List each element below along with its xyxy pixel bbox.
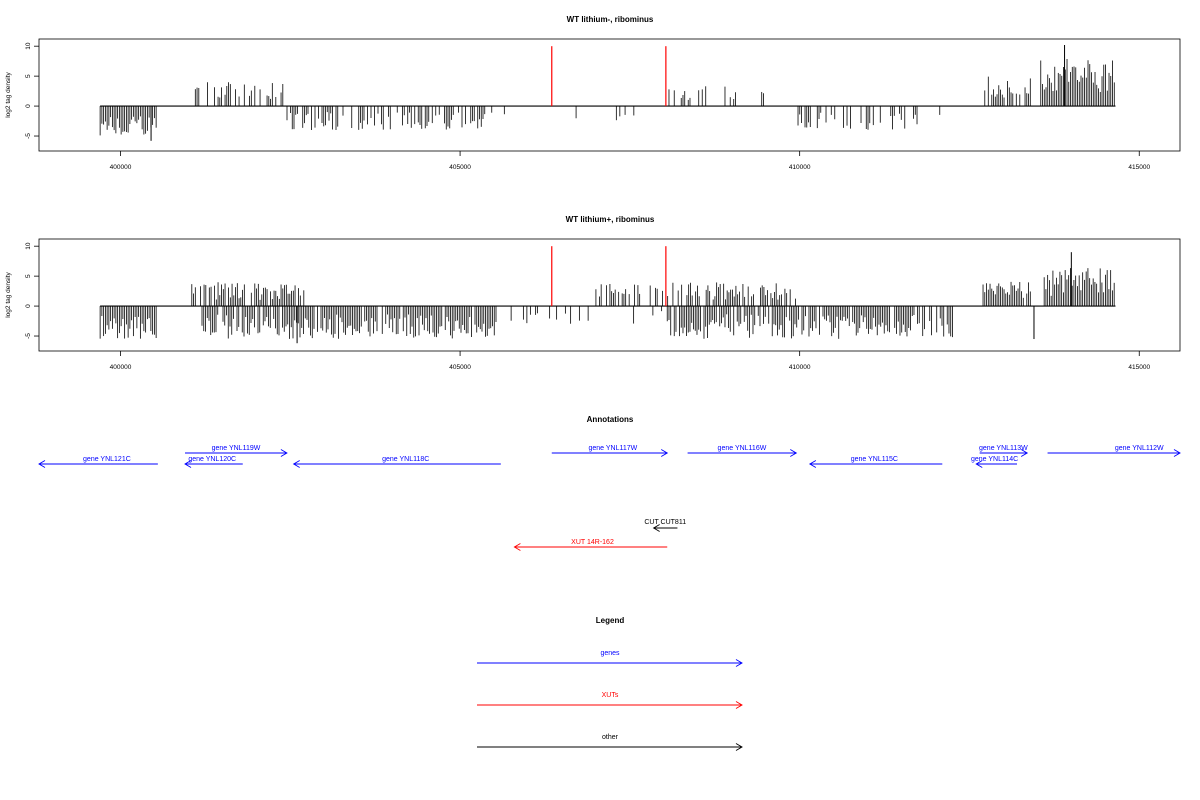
cut-arrows: CUT CUT811 [644, 519, 686, 532]
gene-arrow-head [292, 460, 300, 468]
xut-arrow-head [513, 543, 521, 551]
gene-label: gene YNL114C [971, 456, 1018, 463]
y-tick-label: 5 [25, 274, 32, 278]
legend-title: Legend [596, 616, 625, 625]
gene-arrow-head [975, 460, 983, 468]
gene-label: gene YNL115C [851, 456, 898, 463]
legend-items: genes XUTs other [477, 650, 743, 751]
x-tick-label: 415000 [1128, 364, 1150, 371]
x-tick-label: 405000 [449, 164, 471, 171]
panel-title: WT lithium-, ribominus [567, 15, 654, 24]
plot-frame [38, 38, 1181, 152]
x-tick-label: 410000 [789, 164, 811, 171]
plot-frame [38, 238, 1181, 352]
legend: Legend genes XUTs other [477, 616, 743, 751]
y-axis: -5 0 5 10 [25, 242, 39, 339]
x-tick-label: 400000 [110, 164, 132, 171]
gene-label: gene YNL113W [979, 445, 1028, 452]
track-panel-lithium-plus: WT lithium+, ribominus log2 tag density … [5, 215, 1181, 371]
xut-label: XUT 14R-162 [571, 539, 614, 546]
gene-arrow-head [1173, 449, 1181, 457]
y-tick-label: 0 [25, 304, 32, 308]
gene-label: gene YNL119W [212, 445, 261, 452]
legend-label: genes [600, 650, 620, 657]
y-tick-label: -5 [25, 133, 32, 139]
y-axis-label: log2 tag density [5, 71, 12, 117]
y-tick-label: -5 [25, 333, 32, 339]
gene-label: gene YNL116W [718, 445, 767, 452]
x-tick-label: 415000 [1128, 164, 1150, 171]
y-tick-label: 10 [25, 42, 32, 50]
annotations-track: Annotations gene YNL121C gene YNL120Cgene… [38, 415, 1181, 551]
gene-label: gene YNL112W [1115, 445, 1164, 452]
gene-arrow-head [1020, 449, 1029, 457]
x-axis: 400000 405000 410000 415000 [110, 351, 1150, 371]
gene-arrow-head [661, 449, 669, 457]
track-panel-lithium-minus: WT lithium-, ribominus log2 tag density … [5, 15, 1181, 171]
cut-arrow-head [652, 524, 660, 532]
y-axis: -5 0 5 10 [25, 42, 39, 139]
legend-arrow-head [735, 743, 743, 751]
x-axis: 400000 405000 410000 415000 [110, 151, 1150, 171]
y-tick-label: 10 [25, 242, 32, 250]
red-marker-lines [551, 46, 667, 107]
gene-arrow-head [280, 449, 288, 457]
legend-label: XUTs [602, 692, 619, 699]
red-marker-lines [551, 246, 667, 307]
gene-label: gene YNL117W [589, 445, 638, 452]
x-tick-label: 405000 [449, 364, 471, 371]
x-tick-label: 410000 [789, 364, 811, 371]
x-tick-label: 400000 [110, 364, 132, 371]
gene-arrow-head [790, 449, 798, 457]
gene-arrows: gene YNL121C gene YNL120C gene YNL119W gene… [38, 445, 1181, 468]
y-tick-label: 5 [25, 74, 32, 78]
gene-label: gene YNL120C [188, 456, 236, 463]
gene-arrow-head [808, 460, 817, 468]
panel-title: WT lithium+, ribominus [566, 215, 655, 224]
y-tick-label: 0 [25, 104, 32, 108]
gene-arrow-head [38, 460, 46, 468]
xut-arrows: XUT 14R-162 [513, 539, 668, 551]
legend-arrow-head [735, 701, 743, 709]
legend-arrow-head [735, 659, 743, 667]
bar-series [99, 44, 1116, 141]
y-axis-label: log2 tag density [5, 271, 12, 317]
bar-series [99, 252, 1116, 344]
gene-label: gene YNL121C [83, 456, 131, 463]
cut-label: CUT CUT811 [644, 519, 686, 526]
annotations-title: Annotations [587, 415, 634, 424]
gene-label: gene YNL118C [382, 456, 429, 463]
gene-arrow-head [184, 460, 192, 468]
legend-label: other [602, 734, 619, 741]
